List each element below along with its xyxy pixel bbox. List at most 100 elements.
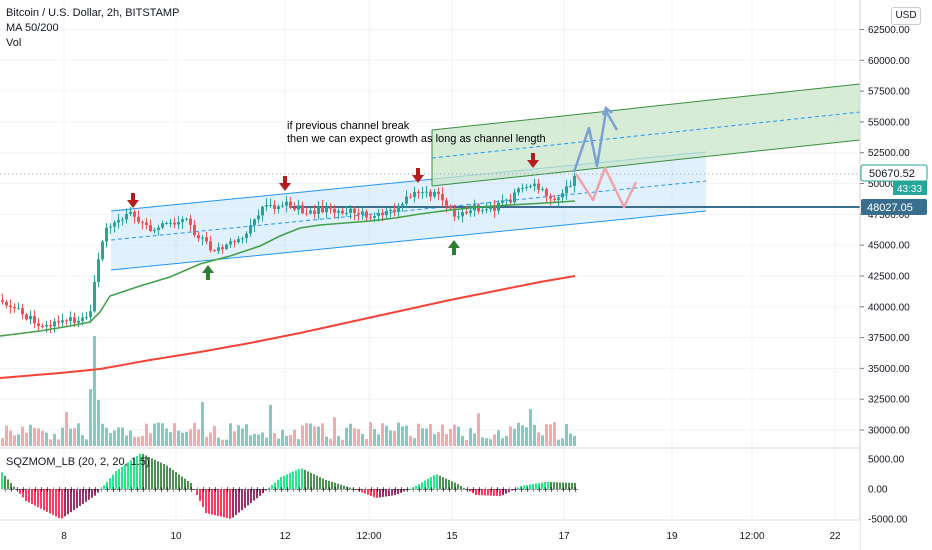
candle-body: [269, 204, 272, 206]
momentum-bar: [100, 489, 102, 490]
indicator-axis-label: 5000.00: [868, 455, 905, 466]
candle-body: [265, 205, 268, 207]
candle-body: [537, 183, 540, 190]
momentum-bar: [511, 489, 513, 491]
squeeze-dot: +: [380, 485, 387, 494]
currency-button[interactable]: USD: [891, 7, 921, 25]
indicator-legend[interactable]: SQZMOM_LB (20, 2, 20, 1.5): [6, 456, 150, 468]
indicator-axis-label: -5000.00: [868, 515, 908, 526]
volume-bar: [161, 423, 164, 446]
momentum-bar: [106, 481, 108, 489]
candle-body: [489, 205, 492, 210]
ma-legend[interactable]: MA 50/200: [6, 22, 59, 34]
momentum-bar: [208, 489, 210, 514]
volume-bar: [313, 426, 316, 446]
candle-body: [433, 191, 436, 197]
volume-bar: [325, 436, 328, 446]
volume-bar: [297, 439, 300, 446]
momentum-bar: [319, 477, 321, 489]
volume-bar: [485, 438, 488, 446]
momentum-bar: [253, 489, 255, 501]
momentum-bar: [496, 489, 498, 497]
momentum-bar: [532, 483, 534, 489]
volume-bar: [525, 427, 528, 446]
volume-bar: [441, 424, 444, 446]
candle-body: [21, 308, 24, 315]
candle-body: [57, 321, 60, 323]
last-price-label: 50670.52: [869, 168, 915, 180]
momentum-bar: [211, 489, 213, 515]
volume-bar: [189, 429, 192, 446]
volume-bar: [105, 427, 108, 446]
volume-bar: [365, 439, 368, 446]
candle-body: [445, 200, 448, 206]
volume-bar: [69, 428, 72, 446]
squeeze-dot: +: [260, 485, 267, 494]
squeeze-dot: +: [344, 485, 351, 494]
volume-bar: [437, 432, 440, 446]
momentum-bar: [391, 489, 393, 496]
momentum-bar: [154, 459, 156, 489]
volume-bar: [173, 423, 176, 446]
upper-channel-mid: [431, 111, 861, 159]
momentum-bar: [451, 481, 453, 489]
squeeze-dot: +: [50, 485, 57, 494]
momentum-bar: [196, 489, 198, 495]
momentum-bar: [97, 489, 99, 493]
momentum-bar: [514, 489, 516, 490]
volume-bar: [117, 427, 120, 446]
momentum-bar: [1, 472, 3, 489]
candle-body: [45, 325, 48, 327]
volume-bar: [389, 430, 392, 446]
price-axis-label: 30000.00: [868, 426, 910, 437]
volume-bar: [97, 400, 100, 446]
momentum-bar: [190, 483, 192, 489]
momentum-bar: [88, 489, 90, 500]
volume-bar: [513, 428, 516, 446]
volume-bar: [113, 430, 116, 446]
candle-body: [117, 220, 120, 223]
volume-bar: [405, 425, 408, 446]
volume-bar: [45, 432, 48, 446]
candle-body: [361, 211, 364, 215]
volume-bar: [461, 436, 464, 446]
candle-body: [525, 187, 528, 189]
momentum-bar: [493, 489, 495, 496]
price-axis-label: 32500.00: [868, 395, 910, 406]
momentum-bar: [502, 489, 504, 496]
momentum-bar: [202, 489, 204, 507]
candle-body: [393, 209, 396, 212]
upper-channel-bottom: [431, 139, 861, 187]
volume-bar: [517, 422, 520, 446]
volume-bar: [505, 436, 508, 446]
vol-legend[interactable]: Vol: [6, 37, 22, 49]
candle-body: [257, 215, 260, 220]
volume-bar: [369, 422, 372, 446]
volume-bar: [49, 439, 52, 446]
candle-body: [145, 222, 148, 225]
momentum-bar: [160, 462, 162, 489]
volume-bar: [157, 422, 160, 446]
volume-bar: [77, 423, 80, 446]
squeeze-dot: +: [572, 485, 579, 494]
squeeze-dot: +: [272, 485, 279, 494]
momentum-bar: [427, 478, 429, 489]
down-arrow-marker: [279, 176, 291, 191]
squeeze-dot: +: [158, 485, 165, 494]
momentum-bar: [346, 486, 348, 489]
momentum-bar: [16, 489, 18, 491]
momentum-bar: [127, 462, 129, 489]
candle-body: [329, 207, 332, 209]
volume-bar: [393, 430, 396, 446]
momentum-bar: [430, 477, 432, 489]
candle-body: [289, 201, 292, 209]
squeeze-dot: +: [320, 485, 327, 494]
momentum-bar: [310, 472, 312, 489]
squeeze-dot: +: [254, 485, 261, 494]
momentum-bar: [415, 486, 417, 489]
momentum-bar: [355, 489, 357, 490]
candle-body: [29, 316, 32, 320]
volume-bar: [501, 438, 504, 446]
